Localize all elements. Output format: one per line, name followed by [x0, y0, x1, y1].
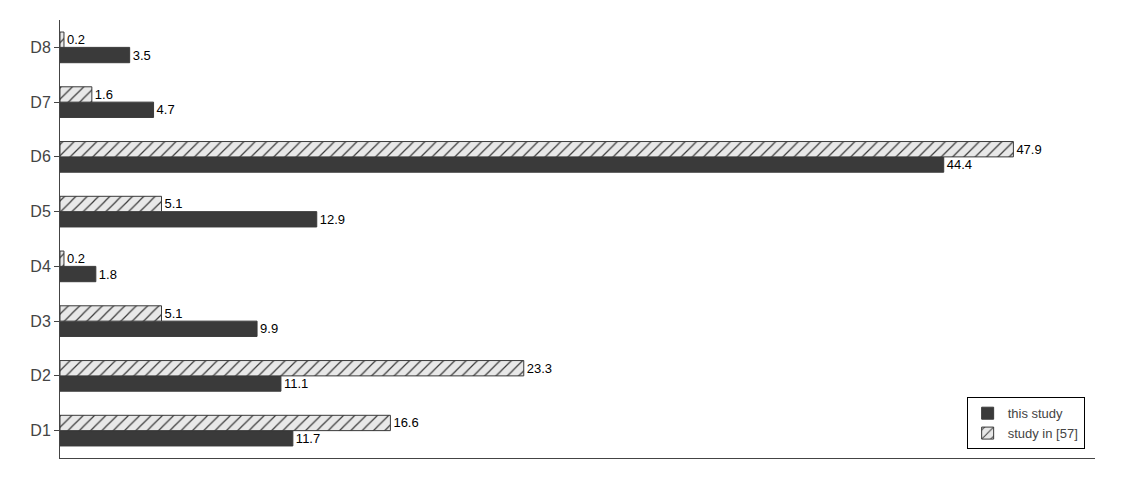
svg-text:9.9: 9.9	[260, 321, 278, 336]
svg-text:this study: this study	[1008, 406, 1063, 421]
svg-text:5.1: 5.1	[165, 196, 183, 211]
svg-text:5.1: 5.1	[165, 306, 183, 321]
svg-text:4.7: 4.7	[157, 102, 175, 117]
svg-text:47.9: 47.9	[1016, 142, 1041, 157]
svg-text:0.2: 0.2	[67, 32, 85, 47]
svg-text:D2: D2	[30, 367, 51, 384]
svg-text:D5: D5	[30, 203, 51, 220]
svg-text:study in [57]: study in [57]	[1008, 426, 1078, 441]
svg-text:23.3: 23.3	[527, 361, 552, 376]
svg-text:D1: D1	[30, 422, 51, 439]
svg-text:D4: D4	[30, 258, 51, 275]
svg-text:D7: D7	[30, 94, 51, 111]
svg-text:D8: D8	[30, 39, 51, 56]
svg-text:11.7: 11.7	[296, 431, 320, 446]
svg-text:D6: D6	[30, 148, 51, 165]
svg-text:0.2: 0.2	[67, 251, 85, 266]
svg-text:16.6: 16.6	[393, 415, 418, 430]
svg-text:12.9: 12.9	[320, 212, 345, 227]
svg-text:3.5: 3.5	[133, 48, 151, 63]
svg-text:1.6: 1.6	[95, 87, 113, 102]
svg-text:1.8: 1.8	[99, 267, 117, 282]
svg-text:11.1: 11.1	[284, 376, 308, 391]
svg-text:D3: D3	[30, 313, 51, 330]
svg-text:44.4: 44.4	[947, 157, 972, 172]
